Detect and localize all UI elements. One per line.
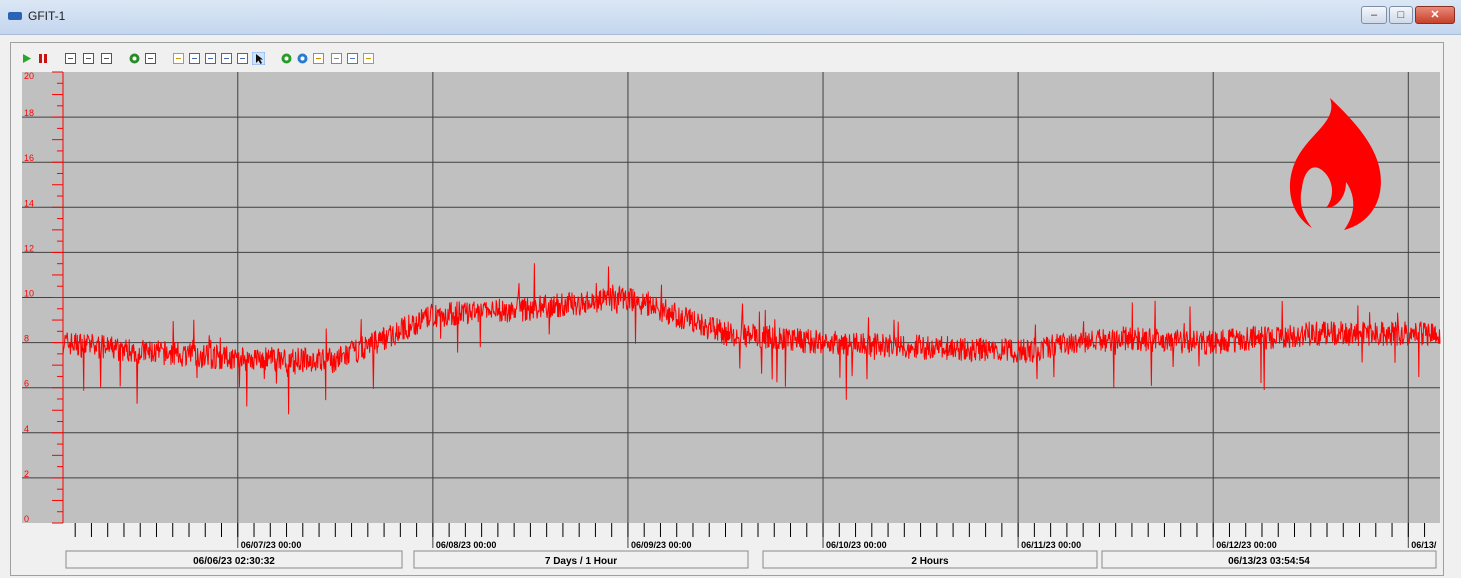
y-tick-label: 10 — [24, 289, 34, 299]
pen-trace-series — [62, 263, 1441, 415]
fit-width-icon[interactable] — [64, 52, 77, 65]
minimize-button[interactable]: – — [1361, 6, 1387, 24]
y-tick-label: 14 — [24, 198, 34, 208]
y-tick-label: 4 — [24, 424, 29, 434]
x-tick-label: 06/12/23 00:00 — [1216, 540, 1277, 550]
app-icon — [8, 12, 22, 20]
reload-icon[interactable] — [280, 52, 293, 65]
y-tick-label: 18 — [24, 108, 34, 118]
status-field-end-time — [1101, 550, 1437, 569]
y-axis: 0 2 4 6 8 10 12 14 16 18 20 — [24, 71, 64, 524]
status-text-duration: 7 Days / 1 Hour — [545, 556, 617, 567]
status-bar: 06/06/23 02:30:32 7 Days / 1 Hour 2 Hours 0… — [65, 550, 1437, 569]
title-bar: GFIT-1 – □ ✕ — [0, 0, 1461, 35]
cursor-line-icon[interactable] — [172, 52, 185, 65]
y-tick-label: 12 — [24, 243, 34, 253]
status-text-end-time: 06/13/23 03:54:54 — [1228, 556, 1310, 567]
grid-icon[interactable] — [312, 52, 325, 65]
status-text-interval: 2 Hours — [911, 556, 949, 567]
x-tick-label: 06/07/23 00:00 — [241, 540, 302, 550]
x-tick-label: 06/13/ — [1411, 540, 1437, 550]
flame-icon — [1289, 98, 1381, 230]
window-title: GFIT-1 — [28, 9, 66, 23]
start-icon[interactable] — [20, 52, 33, 65]
x-tick-label: 06/08/23 00:00 — [436, 540, 497, 550]
refresh-data-icon[interactable] — [128, 52, 141, 65]
zoom-in-icon[interactable] — [204, 52, 217, 65]
close-icon: ✕ — [1430, 9, 1440, 21]
status-field-interval — [762, 550, 1098, 569]
maximize-icon: □ — [1397, 9, 1405, 21]
print-icon[interactable] — [144, 52, 157, 65]
flame-shape — [1289, 98, 1381, 230]
y-tick-label: 6 — [24, 379, 29, 389]
zoom-out-icon[interactable] — [220, 52, 233, 65]
fit-marker-icon[interactable] — [82, 52, 95, 65]
zoom-reset-icon[interactable] — [236, 52, 249, 65]
x-tick-label: 06/09/23 00:00 — [631, 540, 692, 550]
pointer-icon[interactable] — [251, 51, 266, 66]
y-tick-label: 16 — [24, 153, 34, 163]
y-tick-label: 2 — [24, 469, 29, 479]
x-tick-label: 06/10/23 00:00 — [826, 540, 887, 550]
status-text-start-time: 06/06/23 02:30:32 — [193, 556, 275, 567]
close-button[interactable]: ✕ — [1415, 6, 1455, 24]
x-tick-label: 06/11/23 00:00 — [1021, 540, 1081, 550]
reset-view-icon[interactable] — [100, 52, 113, 65]
add-pen-icon[interactable] — [296, 52, 309, 65]
pause-icon[interactable] — [36, 52, 49, 65]
status-field-duration — [413, 550, 749, 569]
maximize-button[interactable]: □ — [1389, 6, 1413, 24]
zoom-area-icon[interactable] — [188, 52, 201, 65]
y-tick-label: 20 — [24, 71, 34, 81]
y-tick-label: 0 — [24, 514, 29, 524]
grid-lines — [22, 72, 1440, 548]
properties-icon[interactable] — [346, 52, 359, 65]
status-field-start-time — [65, 550, 403, 569]
toolbar — [20, 46, 500, 70]
x-axis: 06/07/23 00:00 06/08/23 00:00 06/09/23 00:… — [74, 523, 1437, 550]
export-icon[interactable] — [362, 52, 375, 65]
y-tick-label: 8 — [24, 334, 29, 344]
minimize-icon: – — [1370, 9, 1378, 21]
scale-icon[interactable] — [330, 52, 343, 65]
